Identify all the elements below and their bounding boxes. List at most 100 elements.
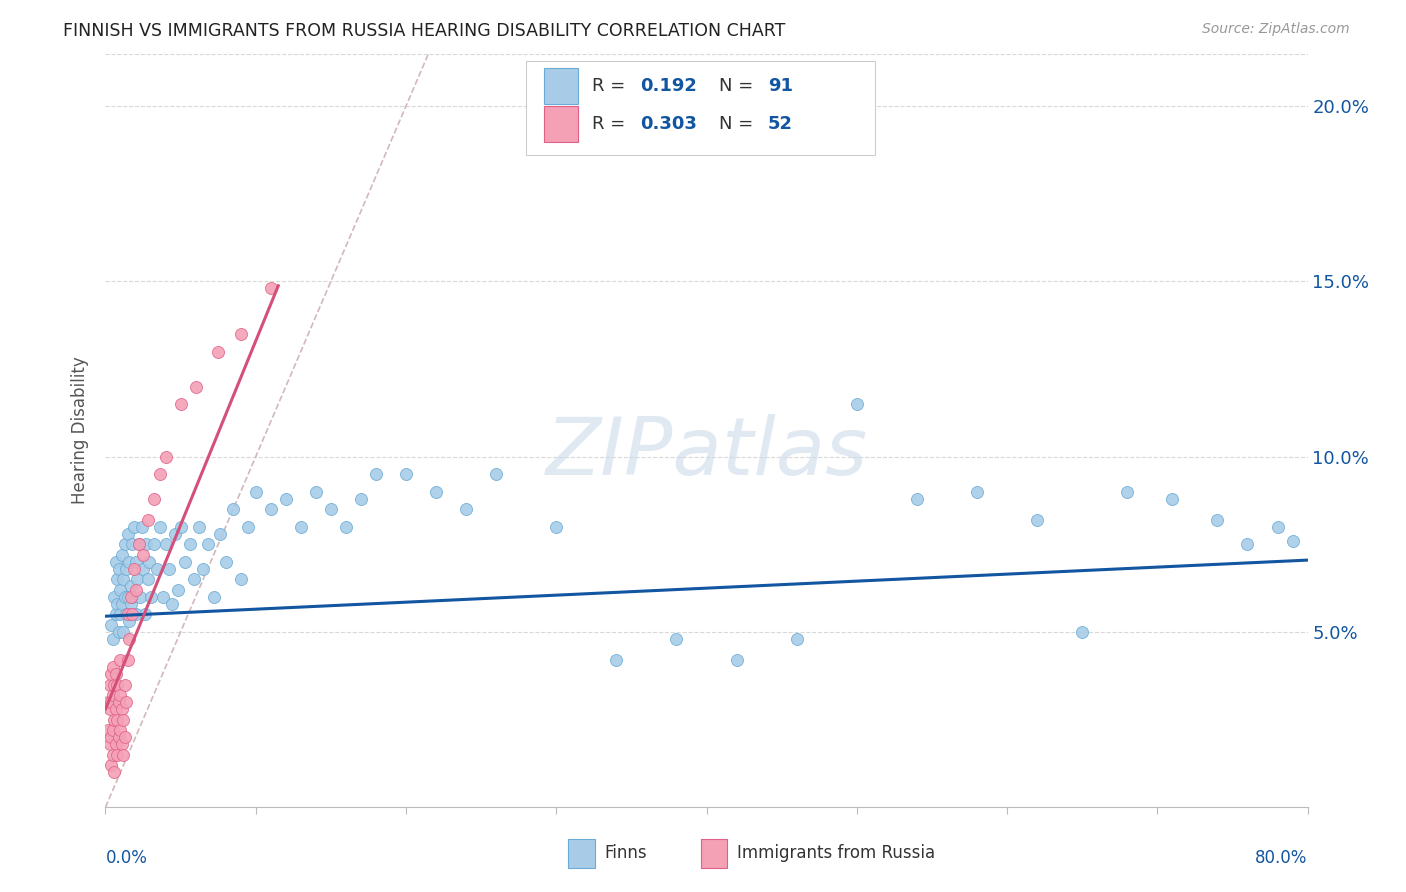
Point <box>425 484 447 499</box>
Text: 0.303: 0.303 <box>640 114 697 133</box>
Point <box>128 537 150 551</box>
Point <box>120 597 142 611</box>
Point <box>169 520 191 534</box>
Point <box>103 590 125 604</box>
Point <box>454 502 477 516</box>
Point <box>108 624 131 639</box>
Point <box>546 520 568 534</box>
Point <box>114 537 136 551</box>
Point <box>1116 484 1139 499</box>
Point <box>124 582 146 597</box>
Point <box>122 520 145 534</box>
Point <box>1071 624 1094 639</box>
Point <box>148 467 170 482</box>
Point <box>100 667 122 681</box>
Text: 52: 52 <box>768 114 793 133</box>
Point <box>191 562 214 576</box>
Text: 0.0%: 0.0% <box>105 848 148 867</box>
Point <box>1026 513 1049 527</box>
Point <box>184 379 207 393</box>
Point <box>112 624 135 639</box>
Point <box>148 520 170 534</box>
Point <box>117 526 139 541</box>
Point <box>108 730 131 744</box>
Point <box>166 582 188 597</box>
Point <box>160 597 183 611</box>
Point <box>107 597 129 611</box>
Point <box>117 607 139 622</box>
Point <box>118 555 141 569</box>
Point <box>120 590 142 604</box>
Point <box>111 737 134 751</box>
Point <box>98 702 121 716</box>
Point <box>101 688 124 702</box>
Point <box>100 730 122 744</box>
Point <box>131 520 153 534</box>
Point <box>98 737 121 751</box>
Point <box>1161 491 1184 506</box>
Point <box>187 520 209 534</box>
Point <box>208 526 231 541</box>
Point <box>238 520 260 534</box>
Point <box>110 582 132 597</box>
Point <box>97 723 120 738</box>
Point <box>100 758 122 772</box>
Point <box>134 607 156 622</box>
Point <box>101 723 124 738</box>
Text: N =: N = <box>718 114 758 133</box>
Point <box>305 484 328 499</box>
Point <box>124 607 146 622</box>
Point <box>725 653 748 667</box>
Point <box>138 555 160 569</box>
Point <box>485 467 508 482</box>
Point <box>128 537 150 551</box>
Point <box>122 562 145 576</box>
Point <box>1236 537 1258 551</box>
Text: N =: N = <box>718 77 758 95</box>
Y-axis label: Hearing Disability: Hearing Disability <box>72 357 90 504</box>
Point <box>395 467 418 482</box>
Point <box>114 677 136 691</box>
FancyBboxPatch shape <box>544 68 578 104</box>
Point <box>966 484 988 499</box>
Point <box>101 660 124 674</box>
Point <box>139 590 162 604</box>
Point <box>155 537 177 551</box>
Point <box>101 632 124 646</box>
Point <box>1281 533 1303 548</box>
Point <box>121 607 143 622</box>
Text: 91: 91 <box>768 77 793 95</box>
Point <box>111 597 134 611</box>
Point <box>1267 520 1289 534</box>
Point <box>100 618 122 632</box>
Point <box>222 502 245 516</box>
Point <box>174 555 197 569</box>
Point <box>245 484 267 499</box>
Point <box>155 450 177 464</box>
Point <box>229 326 252 341</box>
Point <box>117 653 139 667</box>
Point <box>132 562 155 576</box>
Point <box>104 555 127 569</box>
FancyBboxPatch shape <box>568 838 595 868</box>
Text: R =: R = <box>592 77 631 95</box>
Point <box>117 590 139 604</box>
Point <box>110 688 132 702</box>
Point <box>319 502 342 516</box>
Text: 80.0%: 80.0% <box>1256 848 1308 867</box>
Point <box>125 573 148 587</box>
Point <box>1206 513 1229 527</box>
Point <box>202 590 225 604</box>
Point <box>114 730 136 744</box>
Point <box>274 491 297 506</box>
Point <box>118 632 141 646</box>
Point <box>101 747 124 762</box>
Point <box>107 747 129 762</box>
Point <box>104 737 127 751</box>
Text: ZIPatlas: ZIPatlas <box>546 414 868 492</box>
Point <box>179 537 201 551</box>
Point <box>107 713 129 727</box>
Point <box>136 573 159 587</box>
Point <box>665 632 688 646</box>
Point <box>115 695 138 709</box>
